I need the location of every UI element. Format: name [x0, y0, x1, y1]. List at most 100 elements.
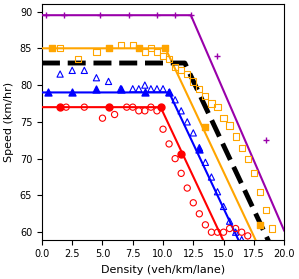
Point: [130, 86, 135, 91]
Point: [118, 86, 123, 91]
Point: [227, 123, 232, 128]
Point: [197, 86, 202, 91]
Point: [197, 147, 202, 151]
Point: [127, 13, 132, 17]
Point: [251, 171, 256, 175]
Point: [270, 226, 274, 231]
Point: [257, 189, 262, 194]
Point: [233, 230, 238, 234]
Point: [239, 237, 244, 242]
Point: [209, 230, 214, 234]
Point: [167, 90, 171, 95]
Point: [282, 197, 286, 201]
Point: [191, 201, 196, 205]
Point: [203, 20, 208, 25]
Point: [130, 105, 135, 109]
Point: [94, 13, 99, 17]
Point: [270, 145, 274, 150]
Point: [43, 13, 48, 17]
Point: [49, 46, 54, 50]
Point: [155, 109, 159, 113]
Point: [203, 223, 208, 227]
Point: [263, 208, 268, 212]
Point: [215, 105, 220, 109]
Point: [227, 53, 232, 58]
Point: [245, 234, 250, 238]
Point: [106, 13, 111, 17]
Point: [149, 105, 153, 109]
Point: [207, 24, 211, 28]
Point: [158, 13, 163, 17]
Point: [167, 90, 171, 95]
Point: [112, 112, 117, 117]
Point: [185, 72, 190, 76]
Point: [197, 145, 202, 150]
Point: [152, 13, 157, 17]
Point: [167, 142, 171, 146]
Point: [142, 83, 147, 87]
Point: [197, 211, 202, 216]
Point: [76, 13, 81, 17]
Point: [263, 123, 268, 128]
Point: [209, 28, 214, 32]
Point: [82, 105, 87, 109]
Point: [276, 171, 280, 175]
Point: [161, 86, 165, 91]
Point: [209, 175, 214, 179]
Point: [161, 127, 165, 131]
Point: [146, 13, 151, 17]
Point: [185, 120, 190, 124]
Point: [191, 79, 196, 84]
Point: [231, 59, 236, 64]
Point: [155, 13, 159, 17]
Point: [94, 86, 99, 91]
Point: [58, 35, 62, 40]
Point: [155, 50, 159, 54]
Point: [233, 226, 238, 231]
Point: [203, 160, 208, 165]
Point: [179, 109, 184, 113]
Point: [213, 31, 217, 36]
Point: [136, 109, 141, 113]
Point: [124, 105, 129, 109]
Point: [239, 230, 244, 234]
Point: [245, 79, 250, 84]
Point: [245, 157, 250, 161]
Point: [196, 13, 201, 17]
Point: [106, 79, 111, 84]
Y-axis label: Speed (km/hr): Speed (km/hr): [4, 82, 14, 162]
Point: [227, 219, 232, 223]
Point: [191, 131, 196, 135]
Point: [94, 76, 99, 80]
Point: [190, 13, 194, 17]
Point: [142, 50, 147, 54]
Point: [167, 57, 171, 62]
Point: [221, 116, 226, 121]
Point: [163, 46, 168, 50]
X-axis label: Density (veh/km/lane): Density (veh/km/lane): [101, 265, 225, 275]
Point: [58, 72, 62, 76]
Point: [176, 13, 181, 17]
Point: [98, 13, 103, 17]
Point: [245, 241, 250, 246]
Point: [239, 72, 244, 76]
Point: [173, 98, 178, 102]
Point: [221, 204, 226, 209]
Point: [136, 86, 141, 91]
Point: [46, 28, 51, 32]
Point: [169, 13, 174, 17]
Point: [251, 90, 256, 95]
Point: [257, 223, 262, 227]
Point: [215, 54, 220, 59]
Point: [76, 57, 81, 62]
Point: [130, 13, 135, 17]
Point: [239, 145, 244, 150]
Point: [224, 47, 228, 52]
Point: [209, 101, 214, 106]
Point: [118, 13, 123, 17]
Point: [58, 105, 62, 109]
Point: [61, 13, 66, 17]
Point: [203, 94, 208, 98]
Point: [130, 42, 135, 47]
Point: [199, 17, 204, 21]
